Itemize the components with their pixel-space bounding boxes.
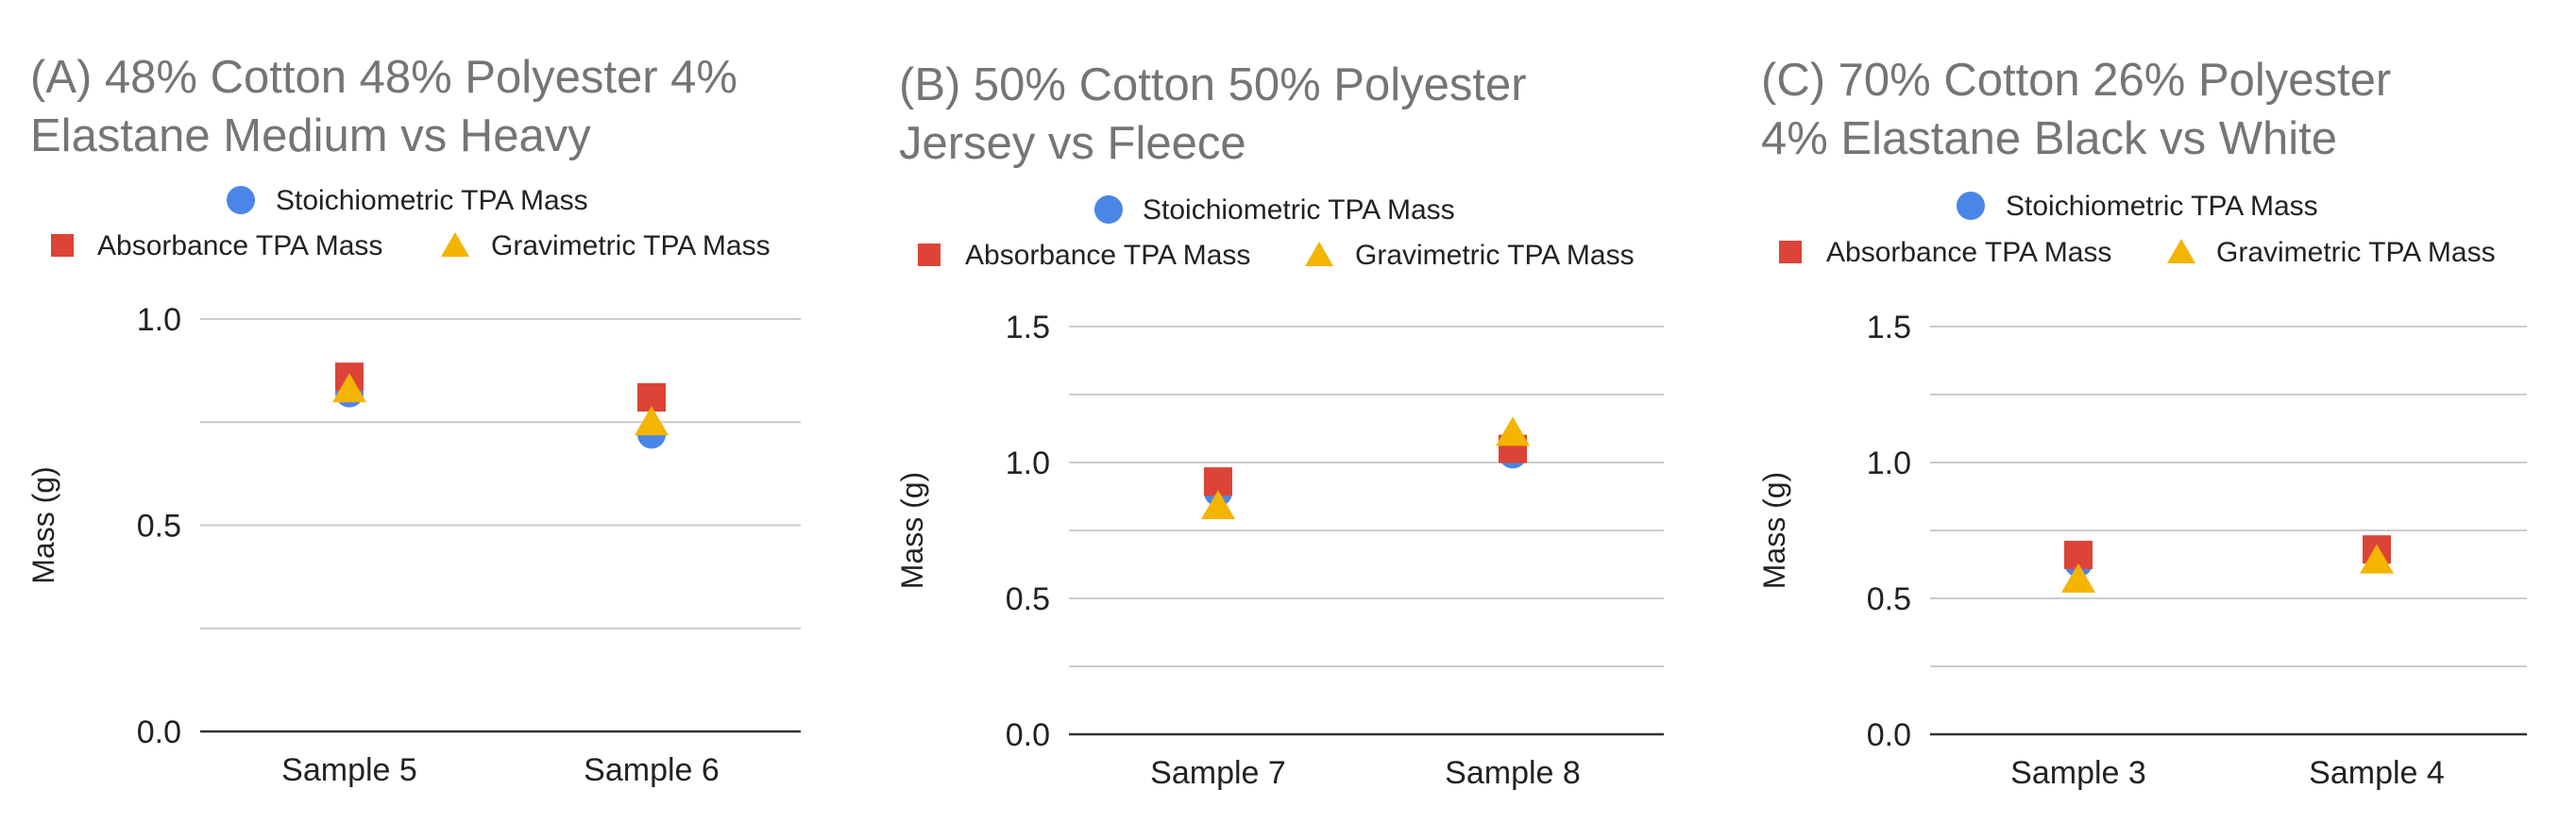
chart-panel-2: (C) 70% Cotton 26% Polyester 4% Elastane … (1757, 55, 2527, 791)
legend-label: Stoichiometric TPA Mass (1143, 194, 1455, 226)
legend-square-icon (918, 244, 941, 266)
legend-square-icon (1779, 241, 1802, 263)
y-tick-label: 0.0 (137, 714, 181, 750)
y-tick-label: 0.5 (1867, 581, 1911, 617)
legend-label: Gravimetric TPA Mass (2216, 237, 2496, 268)
legend-label: Gravimetric TPA Mass (1355, 240, 1635, 271)
legend-circle-icon (1094, 195, 1123, 224)
chart-title-line: Jersey vs Fleece (899, 118, 1246, 169)
legend-circle-icon (227, 186, 255, 214)
legend-circle-icon (1957, 192, 1985, 220)
x-category-label: Sample 6 (584, 752, 720, 788)
legend-label: Stoichiometric TPA Mass (276, 185, 588, 216)
data-point-gravimetric (635, 406, 669, 436)
data-point-gravimetric (1496, 416, 1530, 446)
chart-title-line: (B) 50% Cotton 50% Polyester (899, 59, 1527, 110)
chart-title-line: 4% Elastane Black vs White (1761, 113, 2337, 164)
legend-triangle-icon (2167, 239, 2195, 263)
legend-square-icon (51, 234, 74, 257)
data-point-gravimetric (2360, 544, 2394, 574)
x-category-label: Sample 5 (281, 752, 417, 788)
y-tick-label: 1.0 (137, 302, 181, 338)
chart-title-line: Elastane Medium vs Heavy (30, 110, 591, 161)
legend-triangle-icon (441, 232, 469, 257)
y-tick-label: 1.5 (1867, 310, 1911, 345)
y-tick-label: 0.0 (1867, 717, 1911, 753)
x-category-label: Sample 4 (2309, 755, 2445, 791)
chart-title-line: (C) 70% Cotton 26% Polyester (1761, 55, 2391, 106)
legend-label: Stoichiometric TPA Mass (2006, 191, 2318, 222)
y-tick-label: 1.0 (1867, 445, 1911, 481)
x-category-label: Sample 8 (1445, 755, 1581, 791)
data-point-gravimetric (332, 373, 366, 403)
data-point-gravimetric (1201, 490, 1235, 520)
chart-panel-1: (B) 50% Cotton 50% Polyester Jersey vs Fl… (895, 59, 1664, 791)
y-tick-label: 0.5 (1006, 581, 1050, 617)
legend-triangle-icon (1305, 242, 1333, 266)
y-axis-label: Mass (g) (895, 472, 929, 589)
x-category-label: Sample 7 (1150, 755, 1286, 791)
chart-title-line: (A) 48% Cotton 48% Polyester 4% (30, 52, 737, 103)
y-axis-label: Mass (g) (1757, 472, 1791, 589)
legend-label: Gravimetric TPA Mass (491, 230, 771, 261)
y-tick-label: 1.0 (1006, 445, 1050, 481)
chart-panel-0: (A) 48% Cotton 48% Polyester 4% Elastane … (26, 52, 801, 788)
legend-label: Absorbance TPA Mass (965, 240, 1250, 271)
y-tick-label: 1.5 (1006, 310, 1050, 345)
y-tick-label: 0.0 (1006, 717, 1050, 753)
y-tick-label: 0.5 (137, 509, 181, 545)
legend-label: Absorbance TPA Mass (97, 230, 382, 261)
x-category-label: Sample 3 (2010, 755, 2146, 791)
y-axis-label: Mass (g) (26, 466, 60, 583)
legend-label: Absorbance TPA Mass (1826, 237, 2111, 268)
data-point-gravimetric (2061, 563, 2095, 593)
